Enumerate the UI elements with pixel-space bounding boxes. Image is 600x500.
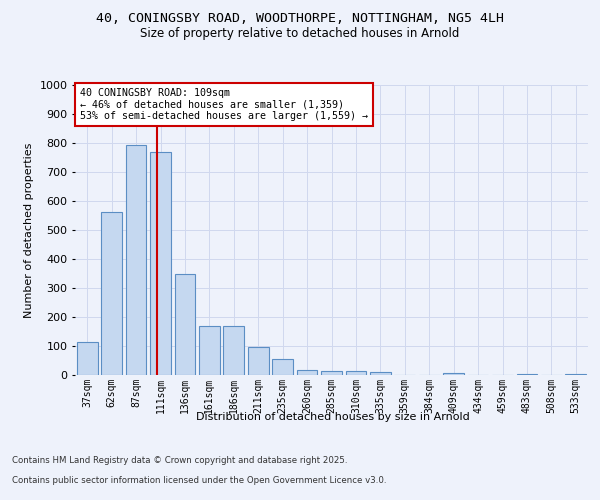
- Bar: [346, 371, 367, 375]
- Bar: [248, 347, 269, 375]
- Text: 40 CONINGSBY ROAD: 109sqm
← 46% of detached houses are smaller (1,359)
53% of se: 40 CONINGSBY ROAD: 109sqm ← 46% of detac…: [80, 88, 368, 121]
- Bar: [101, 212, 122, 375]
- Bar: [272, 359, 293, 375]
- Bar: [321, 371, 342, 375]
- Text: Contains public sector information licensed under the Open Government Licence v3: Contains public sector information licen…: [12, 476, 386, 485]
- Bar: [125, 145, 146, 375]
- Bar: [77, 342, 98, 375]
- Bar: [565, 374, 586, 375]
- Text: 40, CONINGSBY ROAD, WOODTHORPE, NOTTINGHAM, NG5 4LH: 40, CONINGSBY ROAD, WOODTHORPE, NOTTINGH…: [96, 12, 504, 26]
- Text: Contains HM Land Registry data © Crown copyright and database right 2025.: Contains HM Land Registry data © Crown c…: [12, 456, 347, 465]
- Text: Distribution of detached houses by size in Arnold: Distribution of detached houses by size …: [196, 412, 470, 422]
- Bar: [223, 326, 244, 375]
- Bar: [443, 372, 464, 375]
- Text: Size of property relative to detached houses in Arnold: Size of property relative to detached ho…: [140, 28, 460, 40]
- Bar: [175, 274, 196, 375]
- Bar: [370, 372, 391, 375]
- Bar: [199, 326, 220, 375]
- Bar: [296, 370, 317, 375]
- Bar: [150, 152, 171, 375]
- Bar: [517, 374, 538, 375]
- Y-axis label: Number of detached properties: Number of detached properties: [24, 142, 34, 318]
